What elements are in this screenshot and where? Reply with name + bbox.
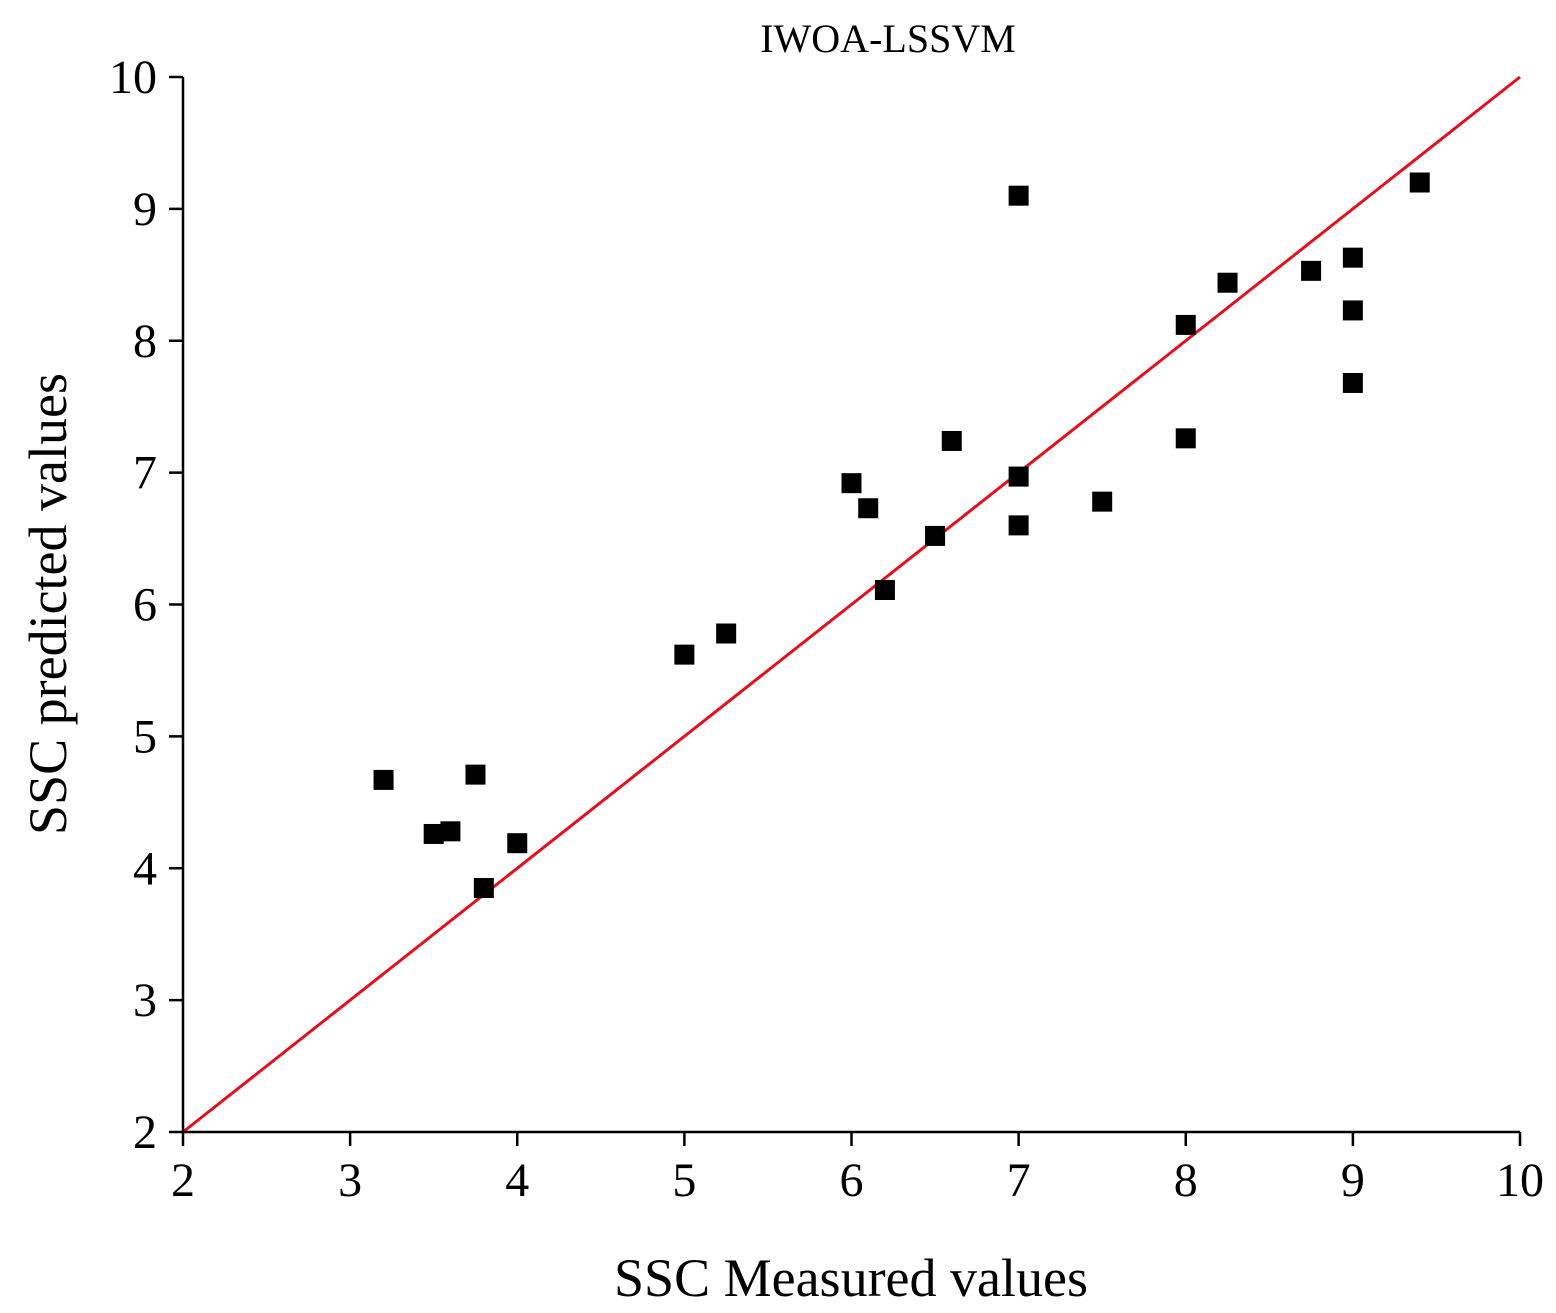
y-tick-label: 3 <box>133 974 157 1027</box>
y-tick-label: 6 <box>133 579 157 632</box>
x-tick-label: 10 <box>1496 1154 1544 1207</box>
x-tick-label: 9 <box>1341 1154 1365 1207</box>
reference-line-layer <box>182 75 1521 1134</box>
data-point <box>1008 515 1029 536</box>
x-tick-label: 4 <box>505 1154 529 1207</box>
y-tick-label: 4 <box>133 842 157 895</box>
data-point <box>874 579 895 600</box>
y-axis-title: SSC predicted values <box>18 373 78 835</box>
x-tick-label: 6 <box>840 1154 864 1207</box>
x-tick-label: 5 <box>672 1154 696 1207</box>
data-point <box>1342 300 1363 321</box>
chart-title: IWOA-LSSVM <box>760 16 1016 61</box>
x-tick-label: 2 <box>171 1154 195 1207</box>
data-point <box>1175 314 1196 335</box>
y-tick-label: 9 <box>133 183 157 236</box>
data-point <box>473 878 494 899</box>
data-point <box>507 833 528 854</box>
data-point <box>1175 428 1196 449</box>
x-tick-label: 8 <box>1174 1154 1198 1207</box>
data-point <box>941 430 962 451</box>
data-point <box>465 764 486 785</box>
data-point <box>716 623 737 644</box>
data-point <box>925 525 946 546</box>
x-tick-label: 3 <box>338 1154 362 1207</box>
y-tick-label: 5 <box>133 710 157 763</box>
data-point <box>423 823 444 844</box>
data-point <box>841 473 862 494</box>
y-ticks: 2 3 4 5 6 7 8 9 10 <box>109 51 183 1159</box>
data-point <box>440 821 461 842</box>
data-point <box>1008 185 1029 206</box>
data-point <box>1008 466 1029 487</box>
y-tick-label: 8 <box>133 315 157 368</box>
data-point <box>1217 272 1238 293</box>
y-tick-label: 10 <box>109 51 157 104</box>
x-tick-label: 7 <box>1007 1154 1031 1207</box>
data-point <box>373 769 394 790</box>
x-ticks: 2 3 4 5 6 7 8 9 10 <box>171 1132 1544 1207</box>
data-points <box>373 172 1430 899</box>
data-point <box>1342 247 1363 268</box>
reference-line <box>182 75 1521 1134</box>
x-axis-title: SSC Measured values <box>614 1248 1088 1308</box>
data-point <box>1092 491 1113 512</box>
y-tick-label: 7 <box>133 447 157 500</box>
data-point <box>858 498 879 519</box>
y-tick-label: 2 <box>133 1106 157 1159</box>
data-point <box>674 644 695 665</box>
data-point <box>1301 260 1322 281</box>
data-point <box>1342 372 1363 393</box>
data-point <box>1409 172 1430 193</box>
